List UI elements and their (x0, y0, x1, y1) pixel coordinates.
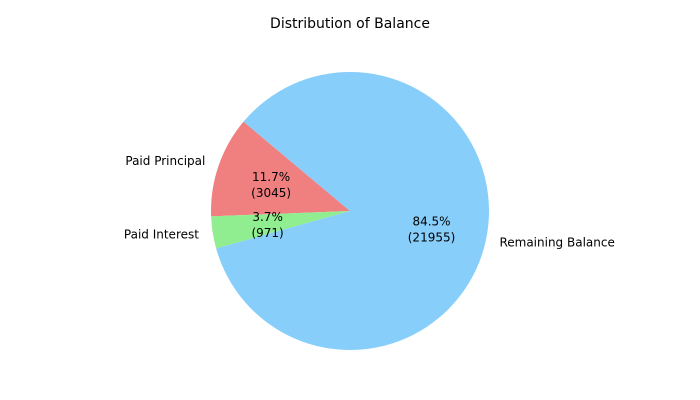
pie-labels: Paid Principal 11.7% (3045) Paid Interest 3.… (124, 154, 615, 250)
category-label-paid-interest: Paid Interest (124, 227, 199, 241)
category-label-paid-principal: Paid Principal (125, 154, 205, 168)
slice-paid-principal (210, 121, 350, 217)
chart-title: Distribution of Balance (270, 16, 430, 32)
percent-label-paid-principal: 11.7% (3045) (251, 170, 291, 200)
pie-slices (210, 72, 489, 350)
slice-paid-interest (211, 211, 350, 249)
slice-remaining-balance (216, 72, 489, 350)
category-label-remaining-balance: Remaining Balance (499, 236, 614, 250)
percent-label-remaining-balance: 84.5% (21955) (408, 215, 456, 245)
percent-label-paid-interest: 3.7% (971) (251, 210, 283, 240)
